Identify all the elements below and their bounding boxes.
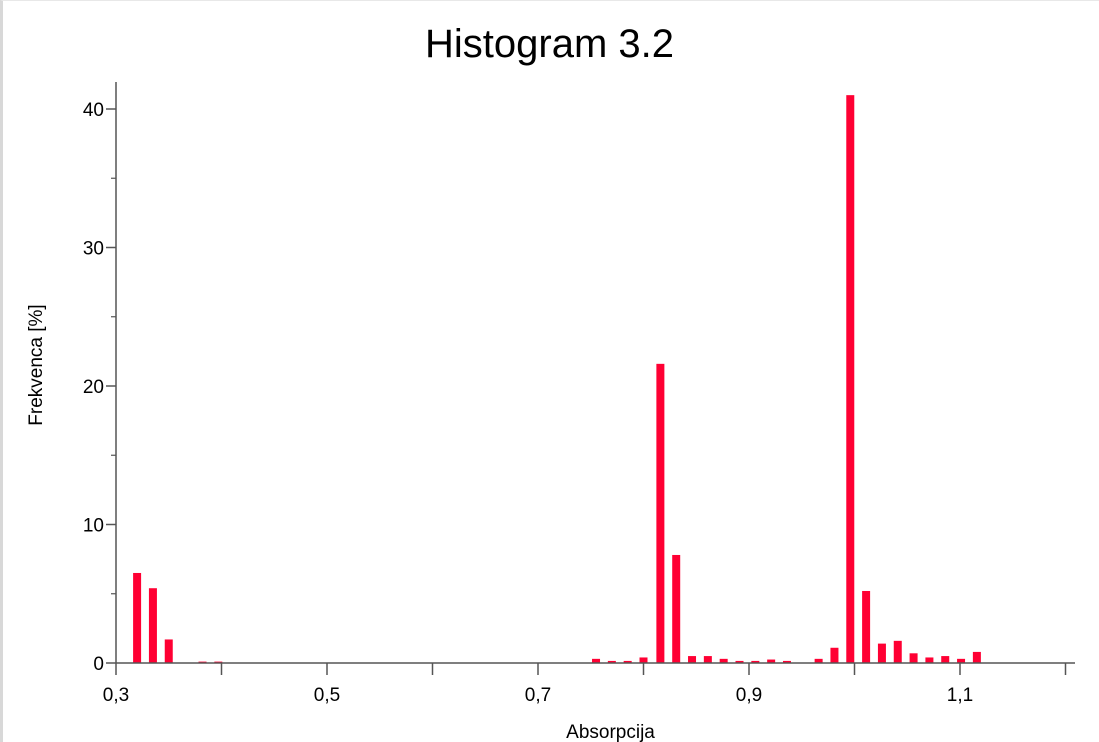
histogram-bar	[592, 658, 601, 663]
chart-title: Histogram 3.2	[425, 22, 674, 66]
y-axis-label: Frekvenca [%]	[26, 304, 47, 425]
bars-group	[133, 95, 981, 663]
histogram-bar	[703, 656, 712, 663]
x-tick-label: 0,7	[525, 685, 551, 706]
histogram-bar	[846, 95, 855, 663]
histogram-bar	[148, 588, 157, 663]
histogram-bar	[133, 572, 142, 663]
x-tick-label: 0,5	[314, 685, 340, 706]
histogram-bar	[672, 554, 681, 663]
y-tick-label: 40	[83, 100, 104, 121]
histogram-bar	[909, 653, 918, 663]
histogram-bar	[957, 658, 966, 663]
histogram-bar	[735, 660, 744, 663]
histogram-bar	[862, 590, 871, 663]
histogram-bar	[656, 363, 665, 663]
x-tick-label: 0,3	[103, 685, 129, 706]
histogram-bar	[639, 657, 648, 663]
histogram-bar	[719, 658, 728, 663]
histogram-bar	[941, 656, 950, 663]
histogram-bar	[164, 639, 173, 663]
histogram-bar	[607, 660, 616, 663]
histogram-bar	[751, 660, 760, 663]
histogram-bar	[767, 659, 776, 663]
axes-group: 0 10 20 30 40 0,3 0,5 0,7 0,9 1,1	[83, 82, 1075, 706]
histogram-bar	[688, 656, 697, 663]
histogram-bar	[623, 660, 632, 663]
y-tick-label: 10	[83, 516, 104, 537]
histogram-bar	[782, 660, 791, 663]
x-tick-label: 1,1	[947, 685, 973, 706]
histogram-bar	[830, 647, 839, 663]
x-tick-label: 0,9	[736, 685, 762, 706]
y-tick-label: 20	[83, 377, 104, 398]
histogram-bar	[972, 651, 981, 663]
y-tick-label: 0	[93, 654, 104, 675]
x-axis-label: Absorpcija	[566, 722, 655, 742]
histogram-bar	[877, 643, 886, 663]
histogram-bar	[893, 640, 902, 663]
y-tick-label: 30	[83, 239, 104, 260]
histogram-bar	[925, 657, 934, 663]
histogram-bar	[814, 658, 823, 663]
